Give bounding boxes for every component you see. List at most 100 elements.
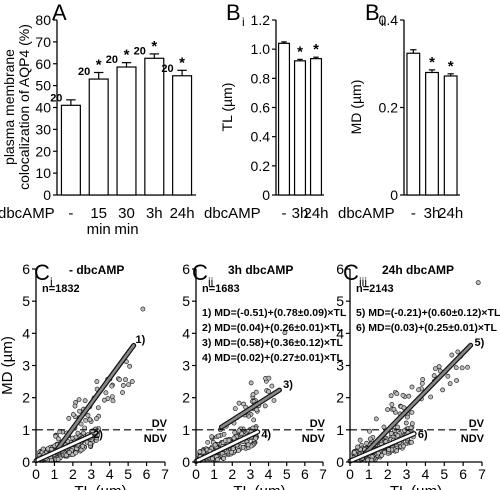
regression-equation: 3) MD=(0.58)+(0.36±0.12)×TL [202, 337, 343, 349]
scatter-point [215, 457, 221, 462]
scatter-point [409, 421, 415, 427]
scatter-point [386, 447, 392, 453]
x-axis-label: TL (µm) [390, 483, 442, 490]
scatter-point [75, 430, 81, 436]
x-tick-label: 1 [210, 466, 218, 482]
x-tick-label: 1 [51, 466, 59, 482]
scatter-point [409, 410, 415, 415]
x-tick-label: 5 [124, 466, 132, 482]
panel-label-bi: B [226, 0, 241, 25]
scatter-point [475, 280, 481, 286]
scatter-point [409, 439, 414, 445]
scatter-point [230, 446, 236, 452]
ndv-label: NDV [461, 433, 485, 445]
regression-label: 4) [261, 429, 271, 441]
y-tick-label: 0 [43, 187, 51, 203]
scatter-point [403, 420, 409, 426]
scatter-point [77, 408, 82, 414]
regression-line [220, 388, 281, 429]
x-tick-label-line: - [411, 205, 416, 222]
scatter-point [395, 433, 401, 438]
bar [309, 58, 323, 196]
scatter-point [394, 448, 400, 454]
regression-equation: 4) MD=(0.02)+(0.27±0.01)×TL [202, 352, 343, 364]
bar [293, 60, 307, 196]
scatter-point [121, 383, 126, 388]
scatter-point [231, 435, 237, 441]
x-tick-label: 6 [143, 466, 151, 482]
bar [443, 75, 458, 196]
regression-line [363, 343, 472, 455]
x-tick-label-line: 15 [90, 205, 107, 222]
y-tick-label: 40 [35, 100, 51, 116]
x-tick-label-line: 3h [292, 205, 309, 222]
scatter-point [436, 364, 442, 370]
n-count: n=2143 [356, 283, 394, 295]
dv-label: DV [152, 418, 168, 430]
significance-star: * [96, 57, 102, 74]
scatter-point [109, 383, 115, 389]
scatter-point [449, 352, 455, 358]
panel-label-cii-sub: ii [208, 275, 213, 289]
x-tick-label: 7 [161, 466, 169, 482]
x-tick-label: 4 [106, 466, 114, 482]
y-tick-label: 20 [35, 143, 51, 159]
scatter-point [432, 366, 438, 372]
scatter-point [232, 430, 238, 435]
bar [406, 52, 421, 196]
x-tick-label-line: 30 [118, 205, 135, 222]
x-axis-label: TL (µm) [233, 483, 285, 490]
scatter-point [388, 431, 394, 436]
scatter-point [101, 397, 107, 403]
y-tick-label: 0.8 [251, 70, 271, 86]
y-axis-label: TL (µm) [219, 83, 235, 132]
n-count: n=1832 [42, 283, 80, 295]
scatter-point [250, 392, 256, 398]
x-tick-label: 24h [170, 205, 195, 222]
regression-line [348, 432, 416, 463]
y-tick-label: 10 [35, 165, 51, 181]
scatter-point [357, 437, 363, 443]
y-tick-label: 3 [336, 358, 344, 374]
bar [172, 75, 193, 196]
x-tick-label: 2 [228, 466, 236, 482]
y-tick-label: 1 [336, 422, 344, 438]
scatter-point [209, 456, 215, 462]
x-tick-label-line: 3h [146, 205, 163, 222]
significance-star: * [429, 54, 435, 71]
y-tick-label: 80 [35, 12, 51, 28]
scatter-point [72, 403, 78, 409]
scatter-points [37, 306, 146, 463]
x-tick-label: 7 [319, 466, 327, 482]
y-tick-label: 4 [22, 325, 30, 341]
scatter-point [373, 416, 379, 422]
scatter-point [226, 437, 232, 443]
x-tick-label: 5 [440, 466, 448, 482]
x-tick-label-line: 24h [438, 205, 463, 222]
scatter-point [94, 379, 100, 384]
significance-star: * [313, 41, 319, 58]
scatter-point [197, 449, 203, 455]
scatter-point [80, 430, 86, 436]
scatter-title: - dbcAMP [69, 263, 124, 277]
scatter-point [447, 381, 453, 387]
regression-label: 3) [283, 379, 293, 391]
scatter-point [382, 449, 387, 455]
y-tick-label: 0.6 [251, 100, 271, 116]
scatter-point [120, 390, 125, 395]
x-tick-label: 0 [346, 466, 354, 482]
y-tick-label: 4 [182, 325, 190, 341]
scatter-title: 3h dbcAMP [228, 263, 293, 277]
y-axis-label: MD (µm) [348, 80, 364, 135]
panel-label-cii: C [192, 260, 208, 285]
y-tick-label: 5 [22, 293, 30, 309]
bar [116, 66, 137, 196]
bar [425, 71, 439, 196]
y-axis-label-line: plasma membrane [1, 49, 17, 165]
scatter-point [87, 417, 93, 423]
scatter-point [110, 398, 116, 404]
scatter-point [127, 363, 133, 369]
